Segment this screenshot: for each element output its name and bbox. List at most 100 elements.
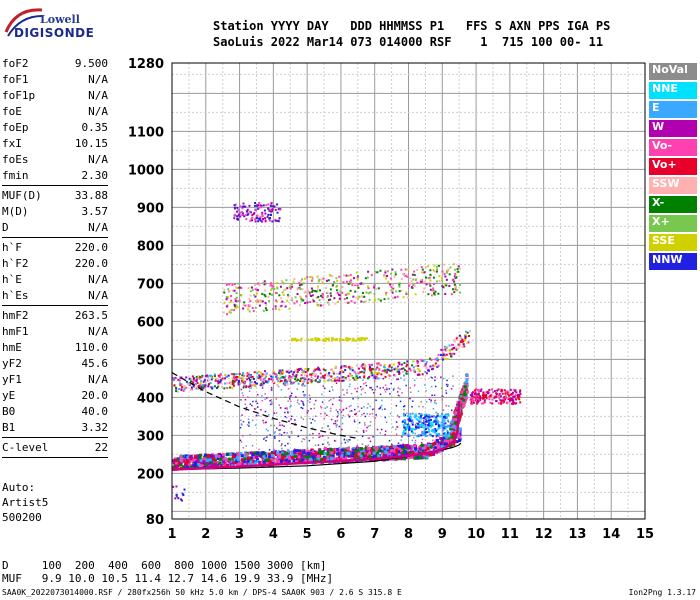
echo-point bbox=[264, 374, 267, 377]
echo-point bbox=[300, 400, 303, 402]
echo-point bbox=[413, 370, 416, 373]
echo-point bbox=[363, 363, 366, 366]
echo-point bbox=[344, 447, 347, 449]
echo-point bbox=[363, 376, 366, 379]
echo-point bbox=[471, 398, 474, 401]
echo-point bbox=[441, 426, 444, 429]
echo-point bbox=[423, 287, 426, 290]
echo-point bbox=[510, 392, 513, 395]
echo-point bbox=[407, 373, 410, 376]
echo-point bbox=[403, 457, 407, 461]
echo-point bbox=[406, 412, 408, 415]
echo-point bbox=[361, 449, 365, 453]
echo-point bbox=[423, 429, 426, 432]
echo-point bbox=[209, 381, 212, 384]
echo-point bbox=[350, 300, 353, 303]
echo-point bbox=[385, 291, 388, 294]
echo-point bbox=[434, 399, 436, 402]
echo-point bbox=[236, 453, 240, 457]
echo-point bbox=[195, 382, 198, 385]
echo-point bbox=[330, 451, 334, 455]
echo-point bbox=[409, 445, 413, 449]
echo-point bbox=[295, 396, 297, 398]
echo-point bbox=[316, 454, 320, 458]
echo-point bbox=[317, 368, 320, 371]
echo-point bbox=[423, 444, 427, 448]
echo-point bbox=[417, 390, 420, 393]
echo-point bbox=[401, 447, 405, 451]
echo-point bbox=[403, 429, 406, 432]
echo-point bbox=[258, 217, 261, 220]
echo-point bbox=[242, 380, 245, 383]
echo-point bbox=[379, 449, 383, 453]
echo-point bbox=[360, 370, 363, 373]
echo-point bbox=[477, 400, 480, 403]
echo-point bbox=[339, 408, 341, 411]
auto-line-3: 500200 bbox=[2, 511, 42, 524]
echo-point bbox=[427, 446, 431, 450]
echo-point bbox=[402, 431, 405, 434]
polarization-legend: NoVal NNE E W Vo- Vo+ SSW X- X+ SSE NNW bbox=[649, 63, 697, 272]
echo-point bbox=[465, 390, 469, 394]
echo-point bbox=[390, 285, 393, 288]
echo-point bbox=[242, 447, 245, 449]
echo-point bbox=[379, 407, 381, 409]
echo-point bbox=[312, 437, 314, 439]
echo-point bbox=[316, 337, 319, 340]
param-label: fmin bbox=[2, 169, 29, 182]
legend-item: X+ bbox=[649, 215, 697, 232]
echo-point bbox=[253, 371, 256, 374]
echo-point bbox=[389, 283, 392, 286]
echo-point bbox=[451, 409, 453, 411]
echo-point bbox=[316, 456, 320, 460]
echo-point bbox=[452, 385, 454, 388]
echo-point bbox=[237, 214, 240, 217]
echo-point bbox=[336, 285, 339, 288]
echo-point bbox=[245, 218, 248, 221]
echo-point bbox=[353, 454, 357, 458]
echo-point bbox=[415, 277, 418, 280]
echo-point bbox=[234, 378, 237, 381]
echo-point bbox=[235, 286, 238, 289]
echo-point bbox=[425, 266, 428, 269]
echo-point bbox=[308, 293, 311, 296]
param-row: foF1p N/A bbox=[2, 88, 108, 104]
echo-point bbox=[352, 397, 354, 400]
echo-point bbox=[301, 440, 303, 443]
echo-point bbox=[253, 461, 257, 465]
echo-point bbox=[268, 300, 271, 303]
echo-point bbox=[361, 452, 365, 456]
echo-point bbox=[409, 277, 412, 280]
echo-point bbox=[398, 373, 401, 376]
echo-point bbox=[213, 375, 216, 378]
echo-point bbox=[289, 377, 292, 380]
echo-point bbox=[277, 459, 281, 463]
echo-point bbox=[273, 448, 275, 451]
echo-point bbox=[198, 386, 201, 389]
echo-point bbox=[482, 391, 485, 394]
echo-point bbox=[213, 373, 216, 376]
echo-point bbox=[411, 439, 414, 442]
echo-point bbox=[356, 454, 360, 458]
echo-point bbox=[441, 277, 444, 280]
echo-point bbox=[229, 311, 232, 314]
echo-point bbox=[235, 292, 238, 295]
param-label: foF2 bbox=[2, 57, 29, 70]
auto-line-2: Artist5 bbox=[2, 496, 49, 509]
echo-point bbox=[276, 451, 280, 455]
echo-point bbox=[394, 457, 398, 461]
echo-point bbox=[273, 412, 276, 414]
echo-point bbox=[396, 365, 399, 368]
echo-point bbox=[331, 284, 334, 287]
echo-point bbox=[507, 398, 510, 401]
echo-point bbox=[305, 436, 308, 439]
echo-point bbox=[259, 375, 262, 378]
echo-point bbox=[343, 365, 346, 368]
echo-point bbox=[336, 379, 339, 382]
echo-point bbox=[279, 407, 282, 409]
echo-point bbox=[265, 304, 268, 307]
echo-point bbox=[315, 368, 318, 371]
echo-point bbox=[432, 276, 435, 279]
echo-point bbox=[242, 386, 245, 389]
echo-point bbox=[503, 389, 506, 392]
